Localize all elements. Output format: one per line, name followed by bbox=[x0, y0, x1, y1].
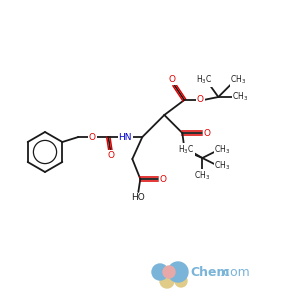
Text: O: O bbox=[108, 151, 115, 160]
Text: CH$_3$: CH$_3$ bbox=[232, 91, 248, 103]
Circle shape bbox=[152, 264, 168, 280]
Circle shape bbox=[163, 266, 175, 278]
Text: CH$_3$: CH$_3$ bbox=[194, 170, 210, 182]
Text: .com: .com bbox=[220, 266, 251, 278]
Text: CH$_3$: CH$_3$ bbox=[214, 160, 230, 172]
Circle shape bbox=[160, 274, 174, 288]
Text: H$_3$C: H$_3$C bbox=[196, 74, 212, 86]
Text: CH$_3$: CH$_3$ bbox=[214, 144, 230, 156]
Text: O: O bbox=[197, 95, 204, 104]
Text: HN: HN bbox=[118, 133, 132, 142]
Text: O: O bbox=[204, 128, 211, 137]
Text: HO: HO bbox=[131, 194, 145, 202]
Circle shape bbox=[168, 262, 188, 282]
Text: Chem: Chem bbox=[190, 266, 230, 278]
Text: O: O bbox=[185, 146, 192, 154]
Circle shape bbox=[175, 275, 187, 287]
Text: CH$_3$: CH$_3$ bbox=[230, 74, 246, 86]
Text: O: O bbox=[89, 133, 96, 142]
Text: O: O bbox=[160, 175, 167, 184]
Text: O: O bbox=[169, 76, 176, 85]
Text: H$_3$C: H$_3$C bbox=[178, 144, 194, 156]
